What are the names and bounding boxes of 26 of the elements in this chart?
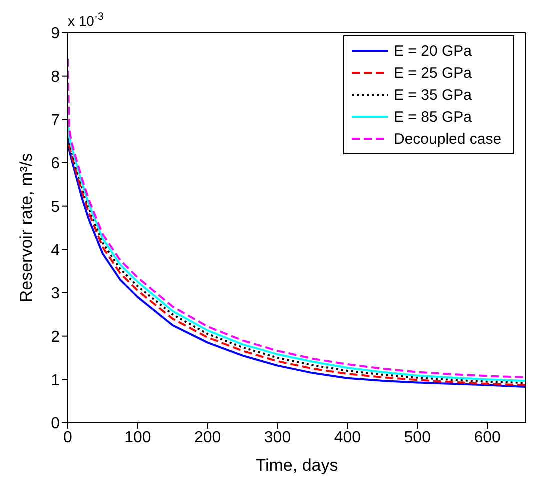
y-tick-label: 2 [51, 329, 60, 346]
x-axis-title: Time, days [256, 456, 338, 475]
x-tick-label: 0 [64, 429, 73, 446]
y-axis-title: Reservoir rate, m³/s [17, 153, 36, 303]
y-tick-label: 7 [51, 112, 60, 130]
y-tick-label: 5 [51, 199, 60, 216]
y-tick-label: 0 [51, 416, 60, 433]
legend-label: Decoupled case [394, 131, 502, 148]
x-tick-label: 600 [474, 429, 501, 446]
x-tick-label: 200 [194, 429, 222, 446]
x-tick-label: 500 [404, 429, 432, 446]
legend-label: E = 85 GPa [394, 109, 473, 126]
x-tick-label: 100 [124, 429, 152, 446]
legend-label: E = 20 GPa [394, 43, 473, 60]
y-tick-label: 8 [51, 69, 60, 86]
legend-label: E = 35 GPa [394, 87, 473, 104]
y-tick-label: 6 [51, 156, 60, 173]
y-tick-label: 9 [51, 26, 60, 43]
y-tick-label: 1 [51, 372, 60, 390]
y-tick-label: 3 [51, 286, 60, 303]
x-tick-label: 300 [264, 429, 292, 446]
y-tick-label: 4 [51, 242, 60, 260]
text: x 10$^{-3}$ [68, 11, 104, 29]
legend-label: E = 25 GPa [394, 65, 473, 82]
line-series [68, 58, 526, 378]
x-tick-label: 400 [334, 429, 362, 446]
